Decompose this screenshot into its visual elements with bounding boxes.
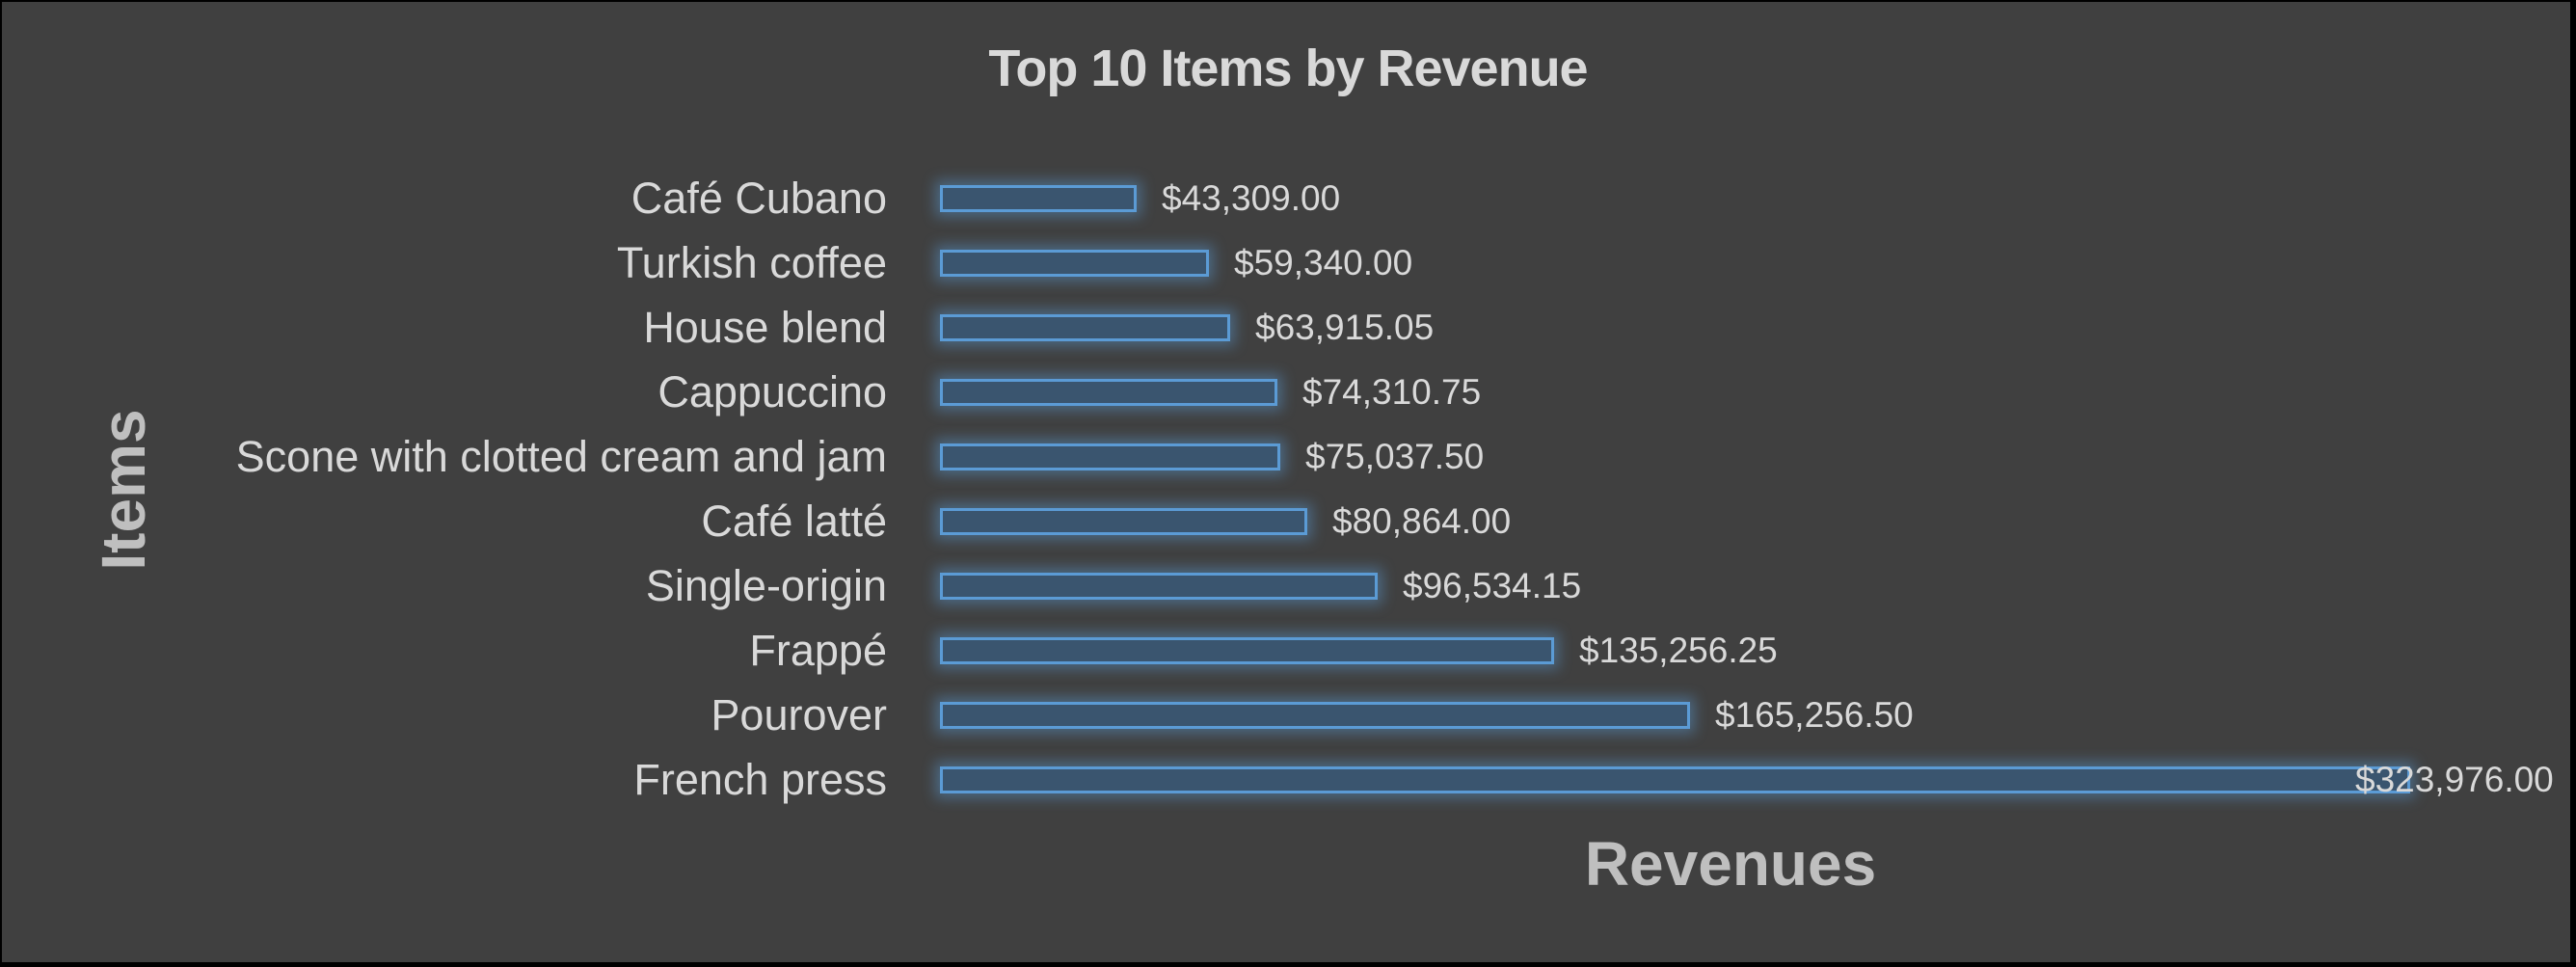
chart-title: Top 10 Items by Revenue <box>988 40 1588 97</box>
data-label: $80,864.00 <box>1332 500 1512 541</box>
bar-row: Frappé $135,256.25 <box>0 618 2576 683</box>
data-label: $135,256.25 <box>1579 630 1778 670</box>
bar-row: Scone with clotted cream and jam $75,037.… <box>0 424 2576 489</box>
bar[interactable] <box>940 184 1137 212</box>
data-label: $43,309.00 <box>1162 177 1341 218</box>
category-label: House blend <box>643 302 887 352</box>
category-label: Turkish coffee <box>616 237 887 287</box>
category-label: Frappé <box>749 625 887 675</box>
data-label: $74,310.75 <box>1302 371 1482 412</box>
bar[interactable] <box>940 378 1277 406</box>
bar-row: House blend $63,915.05 <box>0 295 2576 360</box>
data-label: $96,534.15 <box>1403 565 1582 605</box>
category-label: French press <box>633 754 887 804</box>
bar-row: Pourover $165,256.50 <box>0 683 2576 747</box>
bar-row: Café Cubano $43,309.00 <box>0 166 2576 230</box>
bar[interactable] <box>940 636 1554 664</box>
data-label: $165,256.50 <box>1715 694 1914 735</box>
data-label: $323,976.00 <box>2355 759 2554 799</box>
data-label: $59,340.00 <box>1234 242 1413 282</box>
category-label: Scone with clotted cream and jam <box>235 431 887 481</box>
bar[interactable] <box>940 507 1307 535</box>
data-label: $63,915.05 <box>1255 307 1435 347</box>
category-label: Café latté <box>701 496 887 546</box>
category-label: Café Cubano <box>631 173 887 223</box>
bar[interactable] <box>940 701 1690 729</box>
bar-row: Single-origin $96,534.15 <box>0 553 2576 618</box>
bar[interactable] <box>940 572 1378 600</box>
bar-row: Cappuccino $74,310.75 <box>0 360 2576 424</box>
bar[interactable] <box>940 313 1230 341</box>
bar[interactable] <box>940 443 1280 470</box>
category-label: Cappuccino <box>657 366 887 416</box>
category-label: Single-origin <box>645 560 887 610</box>
bar-row: French press $323,976.00 <box>0 747 2576 812</box>
bar[interactable] <box>940 766 2410 793</box>
category-label: Pourover <box>711 689 887 739</box>
data-label: $75,037.50 <box>1305 436 1485 476</box>
bar[interactable] <box>940 249 1209 277</box>
x-axis-title: Revenues <box>1584 829 1877 899</box>
bar-row: Café latté $80,864.00 <box>0 489 2576 553</box>
bar-row: Turkish coffee $59,340.00 <box>0 230 2576 295</box>
